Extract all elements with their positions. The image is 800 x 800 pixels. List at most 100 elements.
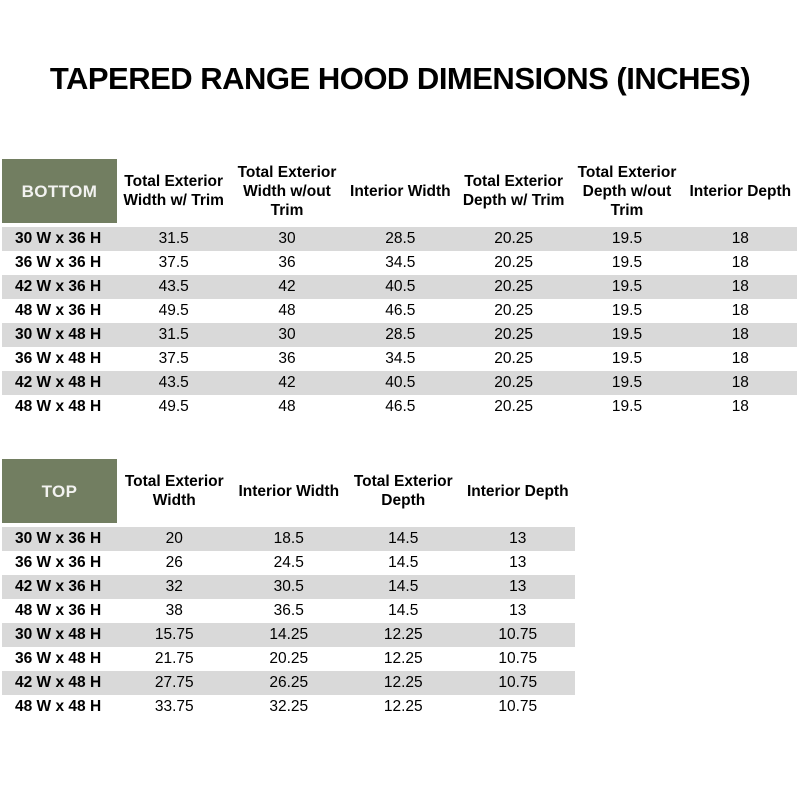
page-title: TAPERED RANGE HOOD DIMENSIONS (INCHES) [49, 61, 751, 96]
dimension-value: 10.75 [498, 626, 538, 643]
table-row: 30 W x 48 H 31.5 30 28.5 20.25 19.5 18 [2, 323, 797, 347]
dimension-value: 31.5 [158, 326, 189, 343]
dimension-value: 19.5 [611, 278, 643, 295]
dimension-value: 43.5 [158, 278, 189, 295]
table-row: 36 W x 48 H 21.75 20.25 12.25 10.75 [2, 647, 575, 671]
column-header-ext-depth-no-trim: Total Exterior Depth w/out Trim [570, 159, 684, 227]
dimension-value: 34.5 [385, 254, 416, 271]
dimension-value: 48 [278, 302, 296, 319]
dimension-value: 30.5 [273, 578, 304, 595]
table-row: 30 W x 36 H 20 18.5 14.5 13 [2, 527, 575, 551]
dimension-value: 20.25 [494, 302, 534, 319]
dimension-value: 49.5 [158, 398, 189, 415]
dimension-value: 27.75 [154, 674, 194, 691]
column-header-ext-depth-trim: Total Exterior Depth w/ Trim [456, 159, 571, 227]
dimension-value: 42 [278, 278, 296, 295]
dimension-value: 38 [165, 602, 183, 619]
dimension-value: 18 [731, 278, 749, 295]
dimension-value: 32.25 [269, 698, 309, 715]
dimension-value: 46.5 [385, 398, 416, 415]
dimension-value: 24.5 [273, 554, 304, 571]
dimension-value: 13 [509, 602, 527, 619]
column-header-ext-width: Total Exterior Width [117, 459, 232, 527]
bottom-table-corner-label: BOTTOM [2, 159, 117, 227]
dimension-value: 31.5 [158, 230, 189, 247]
column-header-ext-width-trim: Total Exterior Width w/ Trim [117, 159, 231, 227]
column-header-ext-depth: Total Exterior Depth [346, 459, 461, 527]
column-header-interior-width: Interior Width [343, 159, 457, 227]
dimension-value: 18 [731, 374, 749, 391]
column-header-interior-width: Interior Width [231, 459, 346, 527]
dimension-value: 12.25 [383, 626, 423, 643]
dimension-value: 14.5 [388, 602, 419, 619]
header-row: TOP Total Exterior Width Interior Width … [2, 459, 575, 527]
dimension-value: 10.75 [498, 698, 538, 715]
row-size-label: 36 W x 36 H [15, 254, 102, 271]
row-size-label: 42 W x 48 H [15, 374, 102, 391]
dimension-value: 20.25 [494, 254, 534, 271]
dimension-value: 26.25 [269, 674, 309, 691]
row-size-label: 48 W x 48 H [15, 698, 102, 715]
column-header-interior-depth: Interior Depth [460, 459, 575, 527]
dimension-value: 32 [165, 578, 183, 595]
dimension-value: 12.25 [383, 650, 423, 667]
top-table-body: 30 W x 36 H 20 18.5 14.5 13 36 W x 36 H 26 24.5… [2, 527, 575, 719]
dimension-value: 18 [731, 230, 749, 247]
dimension-value: 20.25 [494, 374, 534, 391]
dimension-value: 30 [278, 326, 296, 343]
dimension-value: 36 [278, 254, 296, 271]
top-dimensions-table: TOP Total Exterior Width Interior Width … [2, 459, 575, 719]
dimension-value: 28.5 [385, 326, 416, 343]
dimension-value: 19.5 [611, 254, 643, 271]
dimension-value: 18 [731, 350, 749, 367]
table-row: 30 W x 48 H 15.75 14.25 12.25 10.75 [2, 623, 575, 647]
dimension-value: 12.25 [383, 674, 423, 691]
dimension-value: 20.25 [494, 230, 534, 247]
row-size-label: 36 W x 48 H [15, 650, 102, 667]
dimension-value: 40.5 [385, 278, 416, 295]
dimension-value: 36 [278, 350, 296, 367]
dimension-value: 19.5 [611, 302, 643, 319]
dimension-value: 20.25 [269, 650, 309, 667]
dimension-value: 40.5 [385, 374, 416, 391]
dimension-value: 28.5 [385, 230, 416, 247]
bottom-table-header: BOTTOM Total Exterior Width w/ Trim Tota… [2, 159, 797, 227]
top-table-header: TOP Total Exterior Width Interior Width … [2, 459, 575, 527]
table-row: 42 W x 48 H 43.5 42 40.5 20.25 19.5 18 [2, 371, 797, 395]
dimension-value: 37.5 [158, 350, 189, 367]
dimension-value: 34.5 [385, 350, 416, 367]
dimension-value: 18 [731, 398, 749, 415]
table-row: 30 W x 36 H 31.5 30 28.5 20.25 19.5 18 [2, 227, 797, 251]
dimension-value: 20.25 [494, 278, 534, 295]
dimension-value: 18.5 [273, 530, 304, 547]
table-row: 42 W x 36 H 32 30.5 14.5 13 [2, 575, 575, 599]
dimension-value: 20.25 [494, 326, 534, 343]
row-size-label: 42 W x 48 H [15, 674, 102, 691]
dimension-value: 19.5 [611, 374, 643, 391]
row-size-label: 48 W x 48 H [15, 398, 102, 415]
dimension-value: 20.25 [494, 398, 534, 415]
row-size-label: 42 W x 36 H [15, 578, 102, 595]
row-size-label: 48 W x 36 H [15, 602, 102, 619]
dimension-value: 19.5 [611, 398, 643, 415]
table-row: 42 W x 48 H 27.75 26.25 12.25 10.75 [2, 671, 575, 695]
column-header-ext-width-no-trim: Total Exterior Width w/out Trim [230, 159, 344, 227]
dimension-value: 48 [278, 398, 296, 415]
dimension-value: 26 [165, 554, 183, 571]
table-row: 48 W x 36 H 38 36.5 14.5 13 [2, 599, 575, 623]
dimension-value: 13 [509, 530, 527, 547]
dimension-value: 14.5 [388, 578, 419, 595]
dimension-value: 49.5 [158, 302, 189, 319]
dimension-value: 14.5 [388, 530, 419, 547]
table-row: 48 W x 48 H 33.75 32.25 12.25 10.75 [2, 695, 575, 719]
row-size-label: 42 W x 36 H [15, 278, 102, 295]
table-row: 36 W x 48 H 37.5 36 34.5 20.25 19.5 18 [2, 347, 797, 371]
dimension-value: 13 [509, 554, 527, 571]
dimension-value: 13 [509, 578, 527, 595]
table-row: 36 W x 36 H 37.5 36 34.5 20.25 19.5 18 [2, 251, 797, 275]
dimension-value: 33.75 [154, 698, 194, 715]
row-size-label: 30 W x 36 H [15, 530, 102, 547]
dimension-value: 46.5 [385, 302, 416, 319]
dimension-value: 19.5 [611, 326, 643, 343]
dimension-value: 43.5 [158, 374, 189, 391]
